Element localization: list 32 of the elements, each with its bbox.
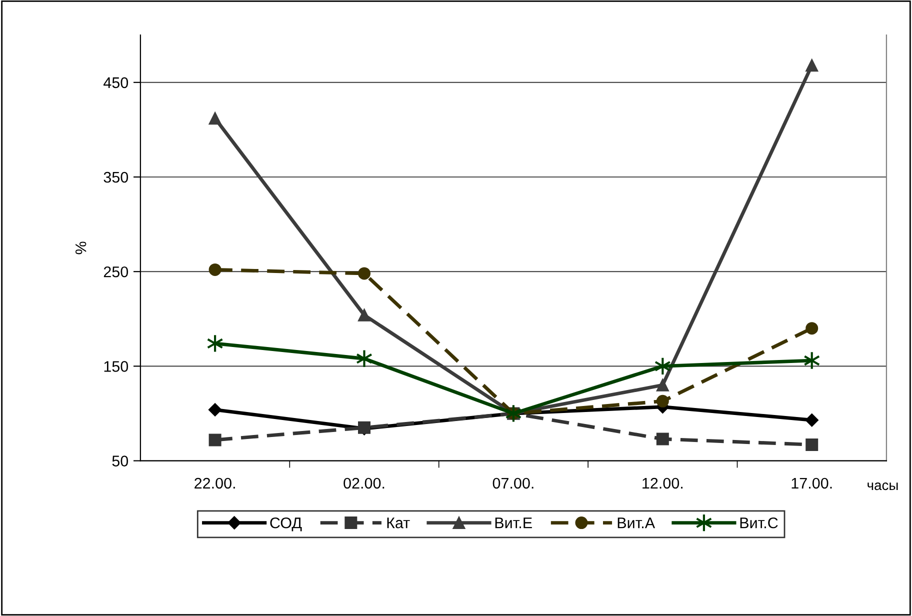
x-tick-label: 17.00. (792, 478, 832, 489)
point (656, 394, 669, 408)
x-axis-title: часы (868, 482, 898, 490)
point (806, 438, 818, 451)
point (656, 378, 669, 392)
point (656, 432, 669, 446)
point (805, 414, 818, 427)
legend-label: Кат (387, 518, 410, 528)
y-tick-label: 150 (104, 361, 128, 372)
point (358, 308, 371, 322)
x-tick-label: 22.00. (194, 478, 235, 489)
y-tick-label: 250 (104, 266, 128, 278)
point (358, 267, 371, 280)
x-tick-label: 07.00. (492, 478, 534, 489)
point (208, 403, 222, 416)
point (505, 404, 522, 423)
y-tick-label: 50 (112, 456, 128, 466)
legend-label: Вит.А (618, 518, 656, 528)
x-tick-label: 12.00. (642, 478, 683, 489)
point (208, 112, 222, 125)
point (356, 349, 373, 368)
y-axis-title: % (75, 242, 86, 254)
point (806, 322, 818, 335)
y-tick-label: 350 (104, 172, 128, 183)
point (208, 263, 222, 276)
point (208, 434, 222, 446)
x-tick-label: 02.00. (344, 478, 384, 489)
legend-label: СОД (270, 517, 302, 532)
point (806, 59, 818, 72)
legend-label: Вит.Е (495, 518, 532, 528)
y-tick-label: 450 (104, 77, 128, 88)
legend-label: Вит.С (740, 517, 778, 528)
